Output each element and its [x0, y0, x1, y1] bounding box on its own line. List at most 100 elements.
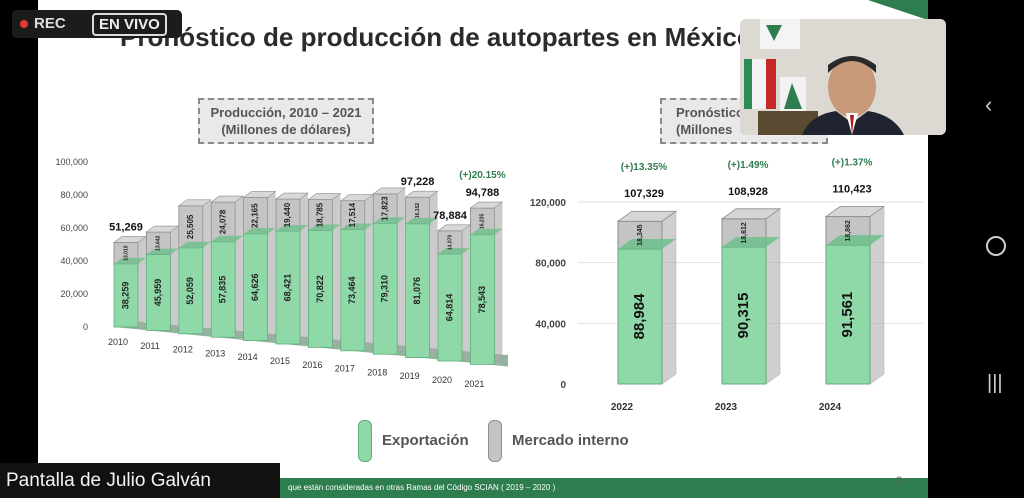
total-value-label: 107,329	[624, 188, 664, 200]
presenter-webcam	[740, 19, 946, 135]
presenter-video-frame	[740, 19, 946, 135]
export-value-label: 91,561	[839, 292, 856, 338]
forecast-chart-2022-2024: 120,000 80,000 40,000 0 88,984 18,345 107,329 (…	[530, 158, 923, 413]
export-value-label: 78,543	[477, 286, 487, 314]
export-bar-top	[308, 224, 341, 231]
presenter-name-label: Pantalla de Julio Galván	[0, 463, 280, 498]
total-value-label: 94,788	[466, 187, 500, 199]
domestic-bar-top	[372, 187, 407, 195]
home-circle-icon[interactable]	[986, 236, 1006, 256]
corner-stripe	[868, 0, 928, 20]
export-value-label: 79,310	[380, 275, 390, 303]
domestic-value-label: 13,010	[123, 245, 129, 261]
recording-badge: REC EN VIVO	[12, 10, 182, 38]
export-bar-top	[405, 217, 438, 224]
bar-side	[138, 236, 146, 327]
left-chart-title: Producción, 2010 – 2021 (Millones de dól…	[198, 98, 374, 144]
y-tick-label: 40,000	[535, 319, 566, 330]
export-bar-top	[618, 239, 676, 250]
domestic-value-label: 19,440	[283, 202, 292, 227]
export-bar-top	[722, 237, 780, 248]
export-value-label: 68,421	[282, 274, 292, 302]
bar-side	[235, 196, 244, 338]
growth-label: (+)13.35%	[621, 162, 668, 173]
export-bar-top	[114, 257, 146, 264]
export-bar-top	[438, 248, 470, 255]
export-value-label: 45,959	[153, 279, 163, 307]
bar-side	[765, 208, 781, 385]
y-tick-label: 60,000	[60, 223, 88, 233]
total-value-label: 97,228	[401, 176, 435, 188]
footer-note: que están consideradas en otras Ramas de…	[288, 483, 556, 492]
export-value-label: 64,626	[250, 274, 260, 302]
domestic-bar-top	[404, 190, 439, 198]
logo-sign	[760, 19, 800, 49]
domestic-value-label: 16,152	[415, 203, 421, 219]
growth-label: (+)1.49%	[728, 160, 769, 171]
bar-side	[300, 193, 308, 344]
export-value-label: 64,814	[444, 294, 454, 322]
x-tick-label: 2011	[140, 341, 159, 351]
y-tick-label: 20,000	[60, 289, 88, 299]
y-tick-label: 120,000	[530, 198, 567, 209]
bar-side	[397, 187, 406, 355]
export-bar-top	[826, 235, 884, 246]
x-tick-label: 2023	[715, 402, 738, 413]
live-label: EN VIVO	[92, 13, 167, 36]
domestic-bar-top	[307, 193, 342, 200]
export-bar-top	[243, 227, 276, 234]
export-value-label: 38,259	[120, 282, 130, 310]
recent-apps-icon[interactable]: |||	[987, 372, 1003, 394]
export-bar-top	[276, 225, 308, 232]
x-tick-label: 2010	[108, 337, 128, 347]
legend-domestic-label: Mercado interno	[512, 432, 629, 449]
export-bar	[617, 248, 663, 385]
export-bar	[721, 246, 767, 385]
export-bar	[825, 244, 871, 385]
bar-side	[332, 193, 341, 348]
left-chart-title-line1: Producción, 2010 – 2021	[210, 105, 362, 120]
export-bar-top	[470, 228, 503, 235]
domestic-value-label: 24,078	[218, 209, 227, 234]
domestic-value-label: 22,165	[251, 203, 260, 228]
domestic-value-label: 17,823	[380, 196, 389, 221]
x-tick-label: 2012	[173, 345, 193, 355]
export-bar-top	[146, 248, 179, 255]
bar-side	[429, 191, 438, 358]
export-bar	[372, 222, 398, 355]
left-chart-title-line2: (Millones de dólares)	[221, 122, 351, 137]
domestic-value-label: 16,235	[480, 214, 486, 230]
presenter-face	[828, 57, 876, 117]
export-bar	[113, 263, 139, 328]
rec-label: REC	[34, 15, 66, 32]
back-chevron-icon[interactable]: ‹	[985, 92, 993, 117]
export-value-label: 52,059	[185, 277, 195, 305]
legend-export-swatch	[358, 420, 372, 462]
y-tick-label: 40,000	[60, 256, 88, 266]
export-bar-top	[211, 235, 244, 242]
domestic-value-label: 18,785	[316, 202, 325, 227]
export-value-label: 88,984	[631, 293, 648, 340]
domestic-value-label: 17,514	[348, 202, 357, 227]
export-bar	[210, 241, 236, 338]
x-tick-label: 2024	[819, 402, 842, 413]
total-value-label: 110,423	[832, 184, 871, 196]
x-tick-label: 2022	[611, 402, 634, 413]
bar-side	[364, 194, 373, 351]
x-tick-label: 2014	[238, 352, 258, 362]
y-tick-label: 0	[83, 322, 88, 332]
x-tick-label: 2018	[367, 367, 387, 377]
x-tick-label: 2016	[302, 360, 322, 370]
record-dot-icon	[20, 20, 28, 28]
x-tick-label: 2017	[335, 364, 355, 374]
bar-side	[202, 199, 211, 334]
production-chart-2010-2021: 100,000 80,000 60,000 40,000 20,000 0 38,259 13…	[55, 157, 508, 389]
x-tick-label: 2020	[432, 375, 452, 385]
domestic-value-label: 18,345	[637, 224, 644, 246]
total-value-label: 51,269	[109, 221, 143, 233]
export-value-label: 70,822	[315, 275, 325, 303]
export-bar-top	[373, 217, 406, 224]
y-tick-label: 80,000	[60, 190, 88, 200]
bar-side	[267, 191, 276, 341]
bar-side	[661, 210, 677, 385]
